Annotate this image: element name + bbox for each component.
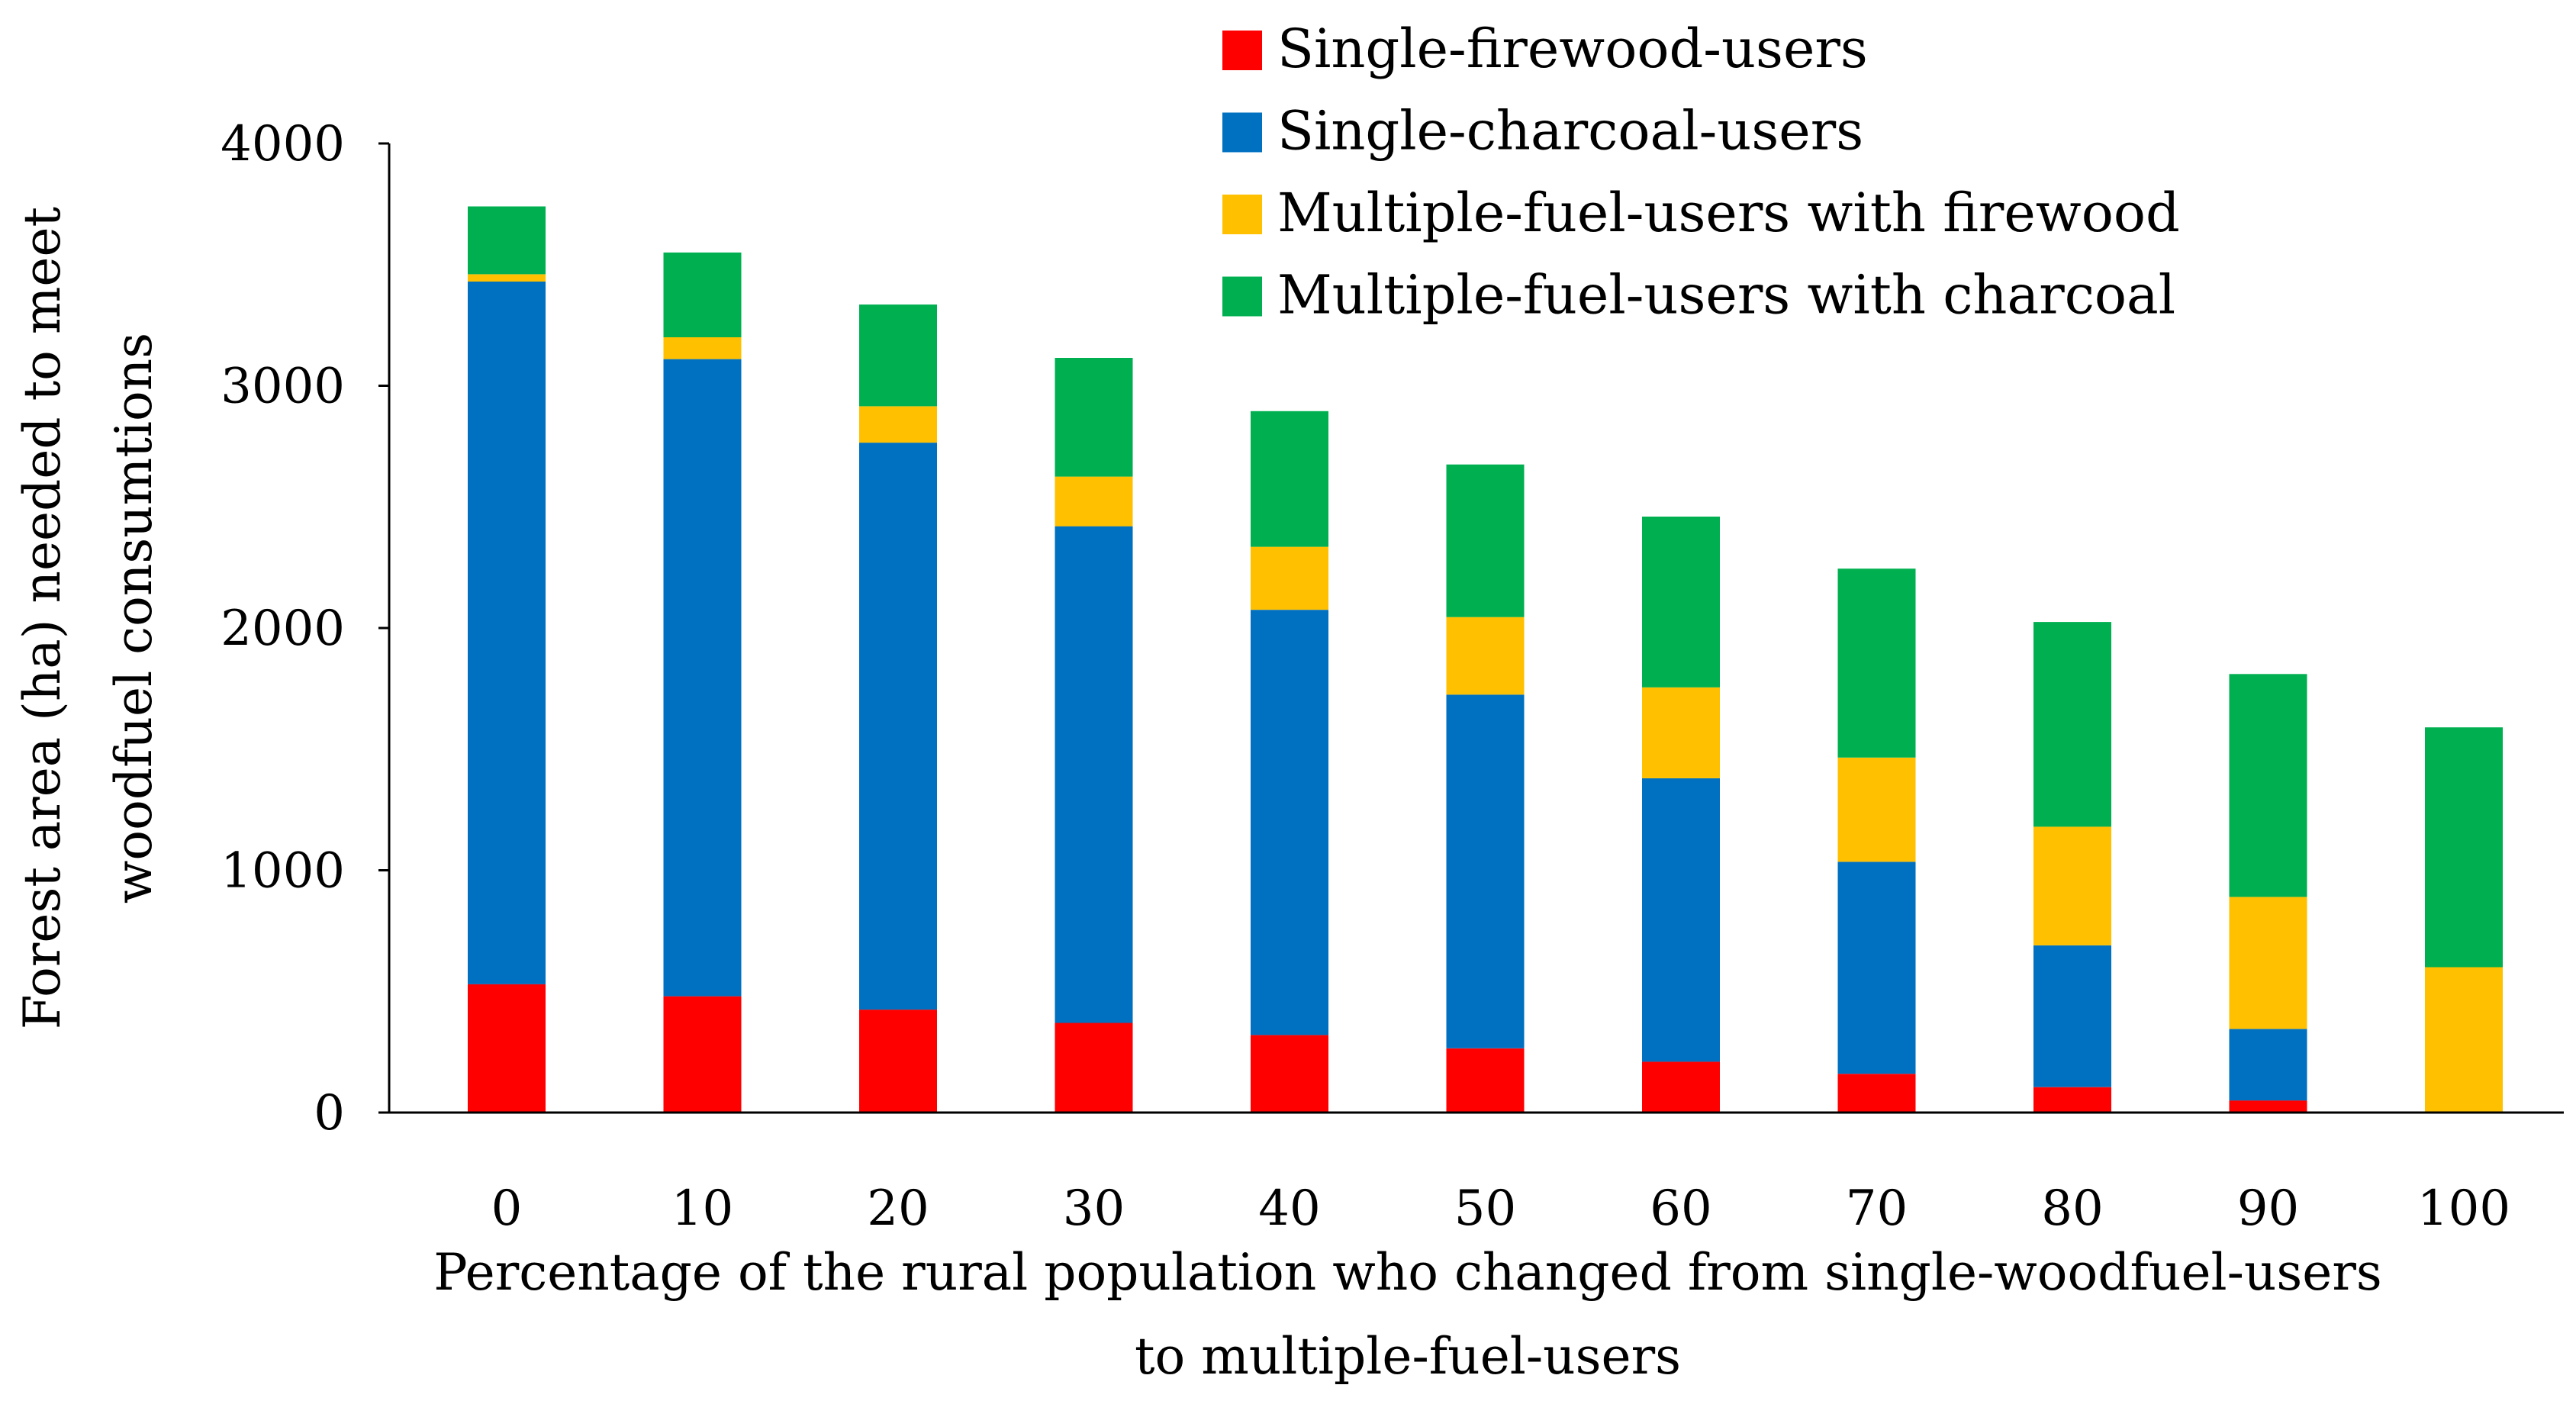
bar-segment-0-series-4 <box>468 206 546 275</box>
x-tick-label: 90 <box>2237 1180 2299 1237</box>
bar-segment-20-series-2 <box>859 443 937 1010</box>
bar-segment-80-series-4 <box>2033 622 2111 827</box>
bar-segment-30-series-4 <box>1055 358 1133 477</box>
bar-segment-50-series-3 <box>1446 617 1525 695</box>
x-tick-label: 70 <box>1846 1180 1908 1237</box>
bar-segment-100-series-3 <box>2425 967 2503 1113</box>
x-tick-label: 50 <box>1454 1180 1516 1237</box>
bar-segment-90-series-4 <box>2229 674 2307 897</box>
y-axis-title: Forest area (ha) needed to meet woodfuel… <box>13 207 163 1029</box>
bar-segment-0-series-3 <box>468 274 546 282</box>
bar-segment-20-series-3 <box>859 406 937 443</box>
legend: Single-firewood-users Single-charcoal-use… <box>1222 18 2180 327</box>
bar-segment-50-series-2 <box>1446 694 1525 1048</box>
bar-segment-70-series-1 <box>1837 1074 1916 1113</box>
x-tick-label: 80 <box>2041 1180 2103 1237</box>
legend-swatch-1 <box>1222 31 1262 70</box>
x-tick-label: 60 <box>1650 1180 1711 1237</box>
x-tick-label: 0 <box>491 1180 523 1237</box>
x-tick-label: 20 <box>867 1180 929 1237</box>
x-tick-label: 10 <box>671 1180 733 1237</box>
bar-segment-90-series-3 <box>2229 897 2307 1029</box>
bar-segment-50-series-4 <box>1446 464 1525 617</box>
bar-segment-30-series-1 <box>1055 1023 1133 1113</box>
bar-segment-10-series-2 <box>663 359 742 997</box>
y-tick-label: 3000 <box>221 359 345 415</box>
bar-segment-40-series-2 <box>1251 610 1328 1035</box>
y-tick-label: 2000 <box>221 601 345 657</box>
bar-segment-80-series-1 <box>2033 1087 2111 1113</box>
bar-segment-50-series-1 <box>1446 1048 1525 1113</box>
bar-segment-20-series-4 <box>859 304 937 407</box>
bar-segment-40-series-3 <box>1251 546 1328 610</box>
y-axis-title-line-2: woodfuel consumtions <box>105 333 163 903</box>
bar-segment-10-series-1 <box>663 996 742 1113</box>
x-tick-label: 30 <box>1063 1180 1125 1237</box>
x-axis-title: Percentage of the rural population who c… <box>433 1243 2382 1386</box>
legend-swatch-3 <box>1222 195 1262 234</box>
bar-segment-30-series-3 <box>1055 476 1133 527</box>
y-axis-title-line-1: Forest area (ha) needed to meet <box>13 207 72 1029</box>
legend-label-2: Single-charcoal-users <box>1277 100 1863 163</box>
legend-swatch-2 <box>1222 112 1262 153</box>
x-tick-label: 100 <box>2417 1180 2510 1237</box>
x-tick-label: 40 <box>1258 1180 1320 1237</box>
bar-segment-0-series-1 <box>468 984 546 1113</box>
legend-swatch-4 <box>1222 276 1262 317</box>
legend-label-4: Multiple-fuel-users with charcoal <box>1277 264 2175 327</box>
bar-segment-20-series-1 <box>859 1010 937 1113</box>
bar-segment-60-series-2 <box>1642 778 1720 1062</box>
bar-segment-60-series-1 <box>1642 1061 1720 1113</box>
y-tick-label: 0 <box>314 1085 345 1142</box>
bar-segment-80-series-2 <box>2033 945 2111 1087</box>
bar-segment-70-series-4 <box>1837 568 1916 758</box>
bar-segment-60-series-3 <box>1642 687 1720 778</box>
bar-segment-70-series-2 <box>1837 862 1916 1074</box>
bar-segment-90-series-1 <box>2229 1100 2307 1113</box>
bar-segment-80-series-3 <box>2033 826 2111 945</box>
bar-segment-70-series-3 <box>1837 757 1916 862</box>
bar-segment-0-series-2 <box>468 282 546 984</box>
bar-segment-60-series-4 <box>1642 517 1720 688</box>
bar-segment-100-series-4 <box>2425 727 2503 968</box>
bar-segment-10-series-3 <box>663 337 742 359</box>
bar-segment-40-series-4 <box>1251 411 1328 547</box>
bar-segment-90-series-2 <box>2229 1029 2307 1101</box>
y-tick-label: 4000 <box>221 116 345 172</box>
bar-segment-30-series-2 <box>1055 526 1133 1023</box>
y-tick-label: 1000 <box>221 843 345 900</box>
legend-label-1: Single-firewood-users <box>1277 18 1868 80</box>
legend-label-3: Multiple-fuel-users with firewood <box>1277 182 2180 244</box>
x-axis-title-line-1: Percentage of the rural population who c… <box>433 1243 2382 1302</box>
bar-segment-40-series-1 <box>1251 1035 1328 1113</box>
x-axis-title-line-2: to multiple-fuel-users <box>1135 1327 1681 1386</box>
bar-segment-10-series-4 <box>663 252 742 337</box>
